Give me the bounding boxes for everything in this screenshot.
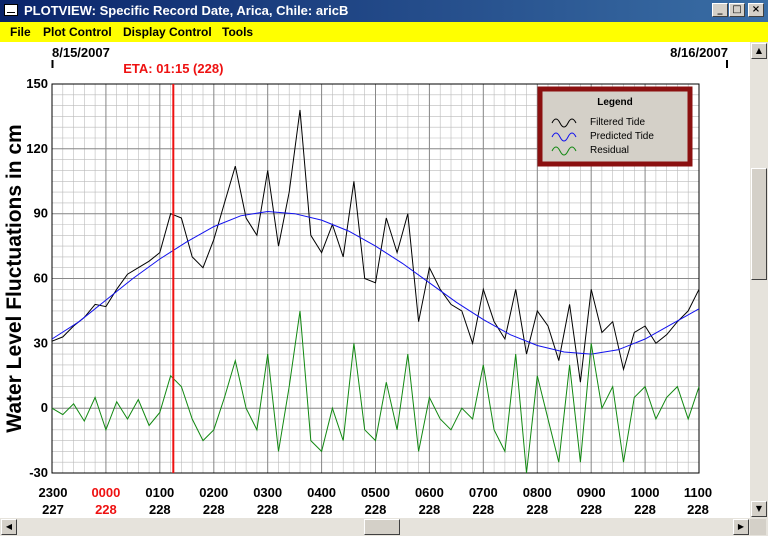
vertical-scroll-thumb[interactable] (751, 168, 767, 280)
scroll-left-button[interactable]: ◀ (1, 519, 17, 535)
y-tick-label: 0 (41, 400, 48, 415)
legend-entry: Filtered Tide (590, 117, 645, 128)
y-tick-label: 150 (26, 76, 48, 91)
x-tick-day: 228 (419, 502, 441, 517)
scroll-right-button[interactable]: ▶ (733, 519, 749, 535)
x-tick-day: 228 (687, 502, 709, 517)
menu-tools[interactable]: Tools (222, 25, 254, 39)
close-button[interactable]: × (748, 3, 764, 17)
legend-title: Legend (597, 97, 633, 108)
x-tick-time: 0800 (523, 485, 552, 500)
window-title: PLOTVIEW: Specific Record Date, Arica, C… (24, 3, 349, 18)
x-tick-day: 228 (634, 502, 656, 517)
x-tick-time: 1100 (684, 485, 712, 500)
x-tick-day: 228 (203, 502, 225, 517)
x-tick-time: 0300 (253, 485, 282, 500)
legend-swatch (551, 132, 577, 142)
legend-swatch (551, 118, 577, 128)
app-icon (4, 4, 18, 16)
horizontal-scroll-thumb[interactable] (364, 519, 400, 535)
series-line-residual (51, 310, 700, 474)
plot-area: 150 120 90 60 30 0 -30 2300 227 0000 228 0100 228 020… (0, 42, 750, 518)
size-grip (750, 519, 766, 535)
legend-swatch (551, 146, 577, 156)
tide-chart: 150 120 90 60 30 0 -30 2300 227 0000 228 0100 228 020… (3, 45, 728, 517)
y-tick-label: 30 (34, 335, 48, 350)
scroll-down-button[interactable]: ▼ (751, 501, 767, 517)
x-tick-time: 0400 (307, 485, 336, 500)
x-tick-time: 0500 (361, 485, 390, 500)
x-tick-time: 0100 (145, 485, 174, 500)
menu-display-control[interactable]: Display Control (123, 25, 212, 39)
legend-entry: Residual (590, 145, 629, 156)
x-tick-day: 228 (365, 502, 387, 517)
x-tick-time: 1000 (631, 485, 660, 500)
x-tick-day: 228 (472, 502, 494, 517)
x-tick-day: 228 (580, 502, 602, 517)
x-tick-day: 228 (526, 502, 548, 517)
x-tick-day: 227 (42, 502, 64, 517)
scroll-up-button[interactable]: ▲ (751, 43, 767, 59)
horizontal-scrollbar[interactable]: ◀ ▶ (0, 518, 768, 536)
date-left-label: 8/15/2007 (52, 45, 110, 60)
maximize-button[interactable]: □ (729, 3, 745, 17)
x-tick-time: 0700 (469, 485, 498, 500)
eta-label: ETA: 01:15 (228) (123, 61, 223, 76)
minimize-button[interactable]: _ (712, 3, 728, 17)
x-tick-time: 2300 (39, 485, 68, 500)
x-tick-time: 0600 (415, 485, 444, 500)
y-axis-label: Water Level Fluctuations in cm (3, 124, 26, 432)
x-tick-day: 228 (311, 502, 333, 517)
menu-plot-control[interactable]: Plot Control (43, 25, 112, 39)
x-tick-day: 228 (257, 502, 279, 517)
legend-box (537, 86, 693, 167)
legend-entry: Predicted Tide (590, 131, 654, 142)
series-line-predicted-tide (51, 210, 700, 355)
title-bar: PLOTVIEW: Specific Record Date, Arica, C… (0, 0, 768, 22)
x-tick-time: 0000 (91, 485, 120, 500)
plot-frame (51, 83, 700, 474)
menu-file[interactable]: File (10, 25, 31, 39)
x-tick-day: 228 (149, 502, 171, 517)
y-tick-label: 60 (34, 271, 48, 286)
series-line-filtered-tide (51, 109, 700, 383)
date-right-label: 8/16/2007 (670, 45, 728, 60)
x-tick-day: 228 (95, 502, 117, 517)
vertical-scrollbar[interactable]: ▲ ▼ (750, 42, 768, 518)
y-tick-label: -30 (29, 465, 48, 480)
x-tick-time: 0200 (199, 485, 228, 500)
menu-bar: File Plot Control Display Control Tools (0, 22, 768, 42)
y-tick-label: 120 (26, 141, 48, 156)
x-tick-time: 0900 (577, 485, 606, 500)
y-tick-label: 90 (34, 206, 48, 221)
